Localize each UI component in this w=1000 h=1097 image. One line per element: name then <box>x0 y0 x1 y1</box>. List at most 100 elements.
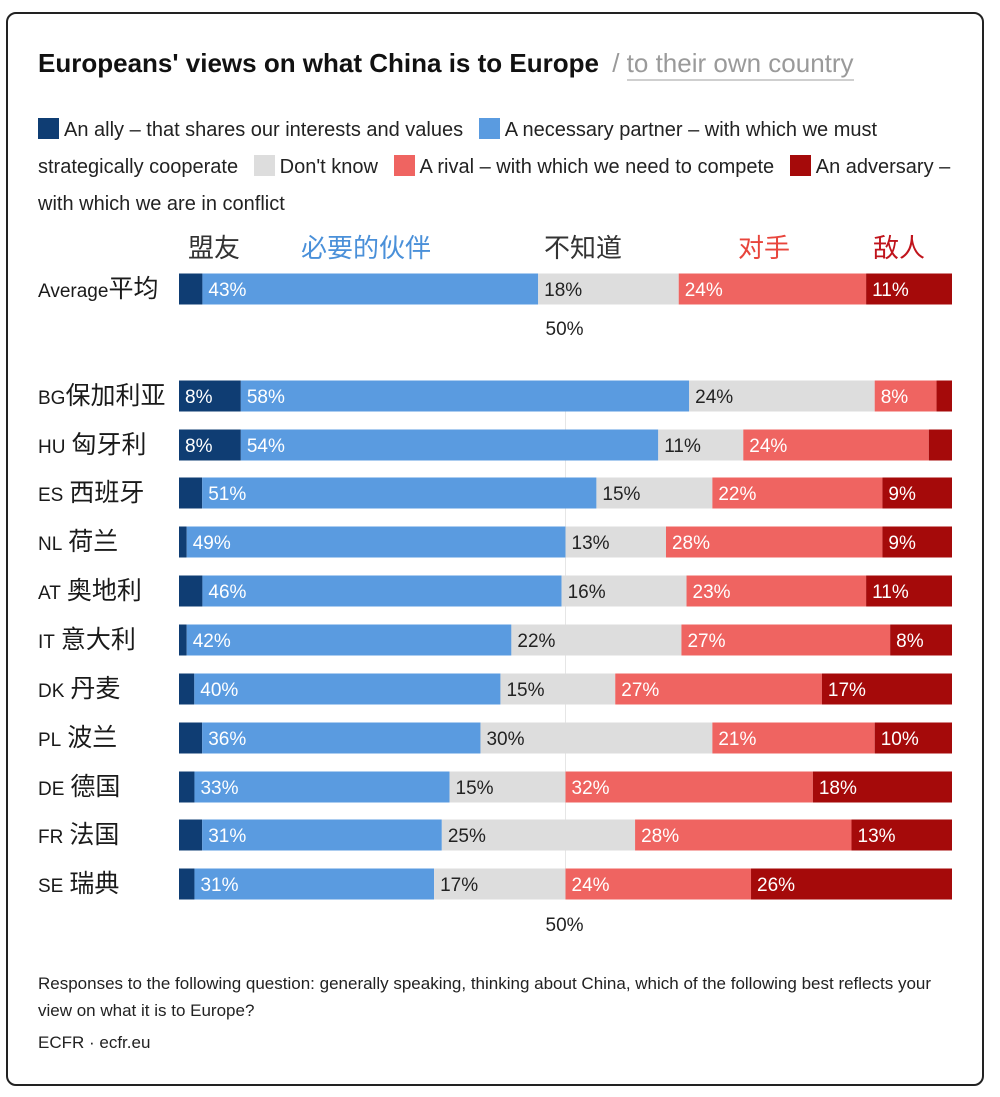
bar-segment-at-ally <box>179 575 203 607</box>
bar-segment-bg-rival <box>874 380 937 412</box>
bar-segment-se-rival <box>565 868 752 900</box>
row-name-at: 奥地利 <box>67 577 142 605</box>
bar-segment-hu-dont-know <box>658 429 744 461</box>
bar-label-nl-rival: 28% <box>672 533 710 554</box>
bar-label-pl-dont-know: 30% <box>486 729 524 750</box>
row-name-de: 德国 <box>70 773 120 801</box>
bar-segment-it-ally <box>179 624 187 656</box>
bar-label-dk-adversary: 17% <box>828 680 866 701</box>
bar-segment-at-partner <box>202 575 562 607</box>
bar-segment-it-adversary <box>890 624 952 656</box>
bar-label-nl-dont-know: 13% <box>572 533 610 554</box>
row-code-de: DE <box>38 779 64 800</box>
bar-segment-dk-dont-know <box>500 673 616 705</box>
bar-label-it-adversary: 8% <box>896 631 924 652</box>
row-code-fr: FR <box>38 827 63 848</box>
bar-label-pl-rival: 21% <box>718 729 756 750</box>
bar-segment-pl-partner <box>202 722 481 754</box>
bar-segment-se-ally <box>179 868 195 900</box>
row-label-it: IT 意大利 <box>38 626 136 654</box>
bar-segment-it-partner <box>186 624 512 656</box>
bar-segment-average-adversary <box>866 273 952 305</box>
bar-segment-at-adversary <box>866 575 952 607</box>
bar-segment-pl-ally <box>179 722 203 754</box>
bar-segment-se-partner <box>194 868 435 900</box>
reference-label-top: 50% <box>546 319 584 340</box>
category-header-dont-know: 不知道 <box>544 233 623 263</box>
bar-label-fr-dont-know: 25% <box>448 826 486 847</box>
legend-label-rival: A rival – with which we need to compete <box>419 156 775 178</box>
row-label-se: SE 瑞典 <box>38 870 119 898</box>
row-label-fr: FR 法国 <box>38 821 119 849</box>
bar-segment-nl-adversary <box>882 526 952 558</box>
bar-label-average-partner: 43% <box>208 280 246 301</box>
row-label-nl: NL 荷兰 <box>38 528 118 556</box>
title-separator: / <box>612 48 620 78</box>
title-alt-toggle[interactable]: to their own country <box>626 48 854 81</box>
row-label-dk: DK 丹麦 <box>38 675 120 703</box>
bar-segment-de-rival <box>565 771 813 803</box>
bar-segment-average-rival <box>678 273 867 305</box>
bar-label-bg-dont-know: 24% <box>695 387 733 408</box>
bar-label-at-adversary: 11% <box>872 582 909 603</box>
bar-label-se-dont-know: 17% <box>440 875 478 896</box>
row-code-se: SE <box>38 876 63 897</box>
bar-segment-fr-ally <box>179 819 203 851</box>
bar-segment-average-dont-know <box>538 273 679 305</box>
bar-label-it-rival: 27% <box>687 631 725 652</box>
bar-segment-dk-ally <box>179 673 195 705</box>
category-header-adversary: 敌人 <box>873 233 926 263</box>
bar-segment-it-dont-know <box>511 624 682 656</box>
bar-label-fr-adversary: 13% <box>858 826 896 847</box>
bar-segment-es-dont-know <box>596 477 713 509</box>
bar-label-de-adversary: 18% <box>819 778 857 799</box>
legend-swatch-partner <box>478 118 500 139</box>
row-label-average: Average平均 <box>38 275 158 303</box>
legend-swatch-rival <box>393 155 415 176</box>
bar-label-bg-ally: 8% <box>185 387 213 408</box>
row-name-pl: 波兰 <box>67 724 117 752</box>
bar-segment-hu-ally <box>179 429 241 461</box>
bar-segment-hu-adversary <box>928 429 952 461</box>
footnote: Responses to the following question: gen… <box>38 974 932 1020</box>
category-header-ally: 盟友 <box>188 233 241 263</box>
source-credit: ECFR · ecfr.eu <box>38 1033 151 1052</box>
bar-label-average-dont-know: 18% <box>544 280 582 301</box>
bar-label-nl-adversary: 9% <box>888 533 916 554</box>
bar-segment-fr-rival <box>635 819 852 851</box>
bar-label-average-rival: 24% <box>685 280 723 301</box>
bar-segment-bg-partner <box>240 380 690 412</box>
bar-label-hu-ally: 8% <box>185 436 213 457</box>
bar-label-at-partner: 46% <box>208 582 246 603</box>
bar-segment-dk-adversary <box>821 673 952 705</box>
row-name-fr: 法国 <box>69 821 119 849</box>
row-label-bg: BG保加利亚 <box>38 382 165 410</box>
row-name-nl: 荷兰 <box>68 528 118 556</box>
reference-label-bottom: 50% <box>546 915 584 936</box>
bar-segment-fr-dont-know <box>441 819 636 851</box>
legend-item-ally: An ally – that shares our interests and … <box>38 118 463 141</box>
bar-label-de-dont-know: 15% <box>456 778 494 799</box>
row-code-it: IT <box>38 632 55 653</box>
bar-label-pl-adversary: 10% <box>881 729 919 750</box>
bar-label-es-rival: 22% <box>718 484 756 505</box>
row-label-at: AT 奥地利 <box>38 577 142 605</box>
legend-item-adversary: An adversary – with which we are in conf… <box>38 155 951 215</box>
row-code-at: AT <box>38 583 61 604</box>
legend-label-adversary: An adversary – with which we are in conf… <box>38 156 951 215</box>
bar-segment-average-partner <box>202 273 539 305</box>
bar-segment-de-partner <box>194 771 450 803</box>
bar-label-es-dont-know: 15% <box>602 484 640 505</box>
bar-segment-fr-partner <box>202 819 442 851</box>
chart-title: Europeans' views on what China is to Eur… <box>38 48 599 78</box>
row-name-se: 瑞典 <box>69 870 119 898</box>
bar-segment-pl-adversary <box>874 722 952 754</box>
row-code-dk: DK <box>38 681 65 702</box>
bar-segment-nl-rival <box>665 526 883 558</box>
bar-segment-es-adversary <box>882 477 952 509</box>
legend-swatch-adversary <box>789 155 811 176</box>
row-code-hu: HU <box>38 437 65 458</box>
legend-label-dont-know: Don't know <box>279 156 378 178</box>
legend-swatch-dont-know <box>253 155 275 176</box>
